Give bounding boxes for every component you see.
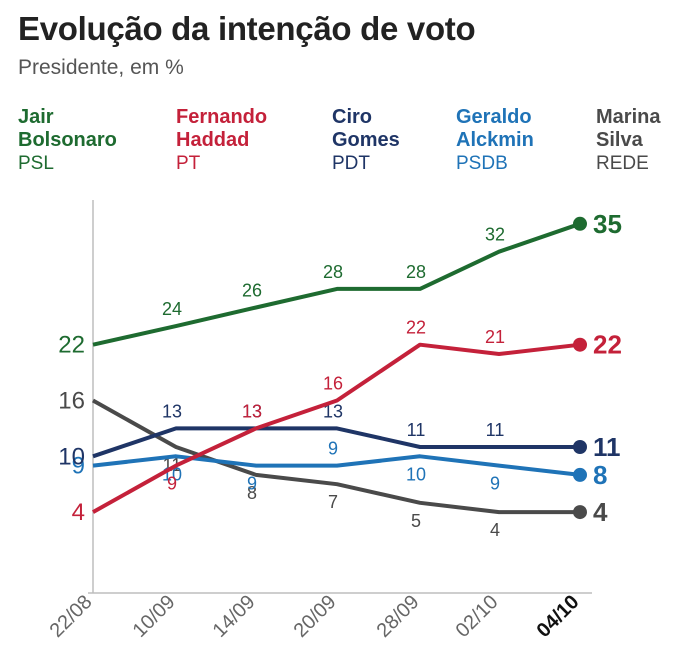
data-label: 28 (323, 262, 343, 282)
legend-item-haddad: Fernando Haddad PT (176, 106, 267, 175)
legend-party: PT (176, 153, 201, 174)
data-label: 13 (242, 401, 262, 421)
legend-last-name: Haddad (176, 129, 250, 151)
data-label: 4 (490, 520, 500, 540)
legend: Jair Bolsonaro PSL Fernando Haddad PT Ci… (0, 106, 700, 186)
legend-party: PDT (332, 153, 370, 174)
x-tick-label: 22/08 (46, 591, 97, 642)
data-label: 9 (490, 474, 500, 494)
legend-item-alckmin: Geraldo Alckmin PSDB (456, 106, 534, 175)
data-label: 8 (247, 483, 257, 503)
series-line (92, 454, 581, 477)
legend-first-name: Marina (596, 106, 661, 128)
end-value-label: 35 (593, 209, 622, 239)
chart-subtitle: Presidente, em % (18, 56, 184, 79)
end-value-label: 22 (593, 330, 622, 360)
data-label: 26 (242, 281, 262, 301)
x-tick-label: 02/10 (452, 591, 503, 642)
x-tick-label: 28/09 (373, 591, 424, 642)
data-label: 9 (167, 474, 177, 494)
legend-last-name: Silva (596, 129, 643, 151)
data-label: 28 (406, 262, 426, 282)
legend-party: PSL (18, 153, 54, 174)
legend-party: PSDB (456, 153, 508, 174)
x-tick-label: 04/10 (533, 591, 584, 642)
x-tick-label: 20/09 (290, 591, 341, 642)
series-line (92, 342, 581, 514)
start-value-label: 22 (58, 332, 85, 359)
end-point-marker (573, 505, 587, 520)
data-label: 13 (323, 401, 343, 421)
legend-last-name: Alckmin (456, 129, 534, 151)
start-value-label: 4 (72, 499, 85, 526)
chart-title: Evolução da intenção de voto (18, 10, 476, 47)
end-point-marker (573, 216, 587, 231)
end-point-marker (573, 467, 587, 482)
legend-party: REDE (596, 153, 649, 174)
end-point-marker (573, 337, 587, 352)
x-tick-label: 14/09 (209, 591, 260, 642)
end-point-marker (573, 440, 587, 454)
end-value-label: 11 (593, 432, 621, 462)
data-label: 5 (411, 511, 421, 531)
legend-last-name: Bolsonaro (18, 129, 117, 151)
data-label: 10 (406, 464, 426, 484)
data-label: 11 (407, 420, 426, 440)
data-label: 21 (485, 327, 505, 347)
data-label: 13 (162, 401, 182, 421)
series-line (92, 221, 581, 347)
data-label: 16 (323, 374, 343, 394)
data-label: 32 (485, 225, 505, 245)
data-label: 9 (247, 474, 257, 494)
data-label: 13 (242, 401, 262, 421)
series-line (92, 398, 580, 515)
legend-first-name: Fernando (176, 106, 268, 128)
end-value-label: 8 (593, 460, 607, 490)
data-label: 9 (328, 439, 338, 459)
legend-first-name: Geraldo (456, 106, 532, 128)
legend-item-marina: Marina Silva REDE (596, 106, 660, 175)
legend-item-bolsonaro: Jair Bolsonaro PSL (18, 106, 117, 175)
legend-first-name: Jair (18, 106, 54, 128)
series-line (92, 426, 580, 459)
x-tick-label: 10/09 (129, 591, 180, 642)
legend-last-name: Gomes (332, 129, 400, 151)
data-label: 24 (162, 299, 182, 319)
end-value-label: 4 (593, 497, 608, 527)
legend-first-name: Ciro (332, 106, 372, 128)
start-value-label: 16 (58, 388, 85, 415)
legend-item-ciro: Ciro Gomes PDT (332, 106, 400, 175)
start-value-label: 10 (58, 443, 85, 470)
data-label: 22 (406, 318, 426, 338)
data-label: 7 (328, 492, 338, 512)
start-value-label: 9 (72, 453, 85, 480)
data-label: 11 (486, 420, 505, 440)
